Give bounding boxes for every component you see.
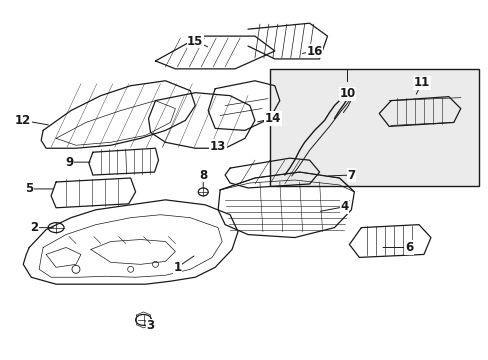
Text: 13: 13 xyxy=(210,140,226,153)
Text: 5: 5 xyxy=(25,183,33,195)
Text: 7: 7 xyxy=(346,168,355,181)
Text: 9: 9 xyxy=(65,156,73,168)
Text: 1: 1 xyxy=(173,261,181,274)
Bar xyxy=(269,69,478,186)
Text: 8: 8 xyxy=(199,168,207,181)
Text: 10: 10 xyxy=(339,87,355,100)
Text: 2: 2 xyxy=(30,221,38,234)
Text: 15: 15 xyxy=(187,35,203,48)
Text: 12: 12 xyxy=(15,114,31,127)
Text: 16: 16 xyxy=(306,45,322,58)
Text: 4: 4 xyxy=(340,200,348,213)
Text: 11: 11 xyxy=(413,76,429,89)
Text: 14: 14 xyxy=(264,112,281,125)
Text: 6: 6 xyxy=(404,241,412,254)
Text: 3: 3 xyxy=(146,319,154,332)
